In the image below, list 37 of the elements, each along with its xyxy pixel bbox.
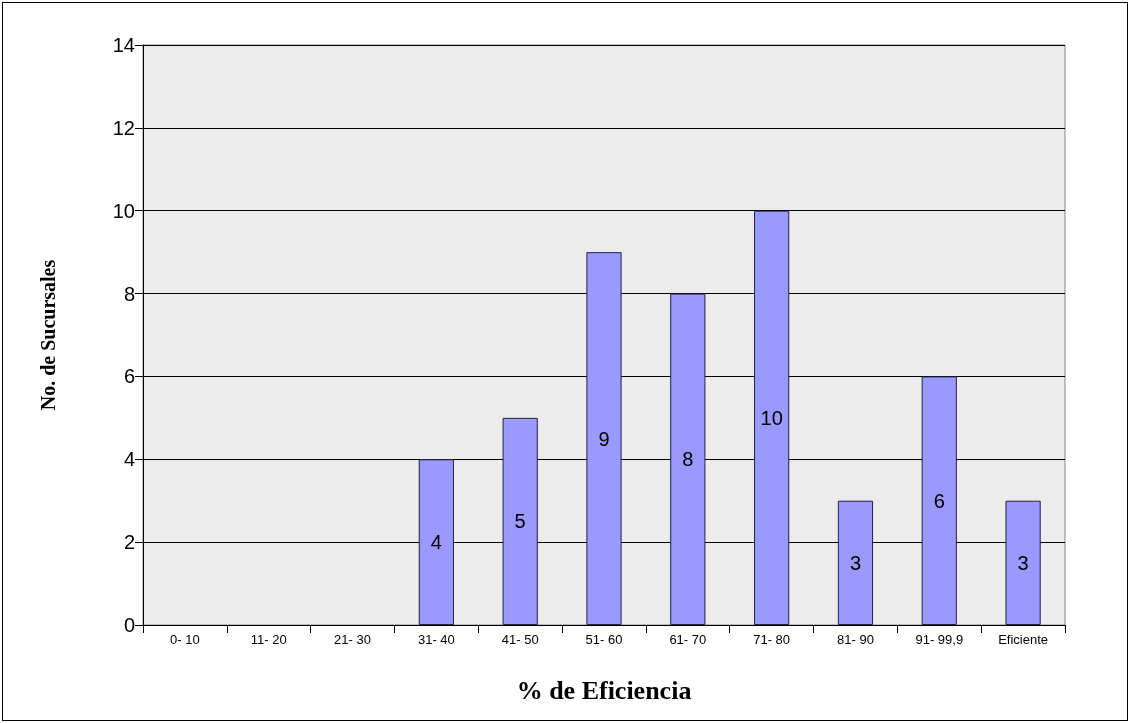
x-tick-label: Eficiente — [998, 632, 1049, 647]
data-label: 5 — [514, 510, 526, 533]
x-tick-label: 81- 90 — [837, 632, 874, 647]
bar — [502, 417, 538, 625]
bar — [837, 500, 874, 625]
bar — [754, 210, 790, 625]
data-label: 3 — [849, 551, 862, 574]
y-tick-label: 6 — [123, 365, 135, 388]
bar — [586, 252, 622, 625]
y-tick-label: 0 — [123, 614, 135, 636]
data-label: 6 — [933, 489, 945, 512]
y-tick-label: 14 — [112, 34, 135, 56]
y-tick-label: 8 — [123, 282, 135, 305]
y-tick-label: 2 — [123, 531, 135, 554]
x-tick-label: 61- 70 — [669, 632, 707, 647]
x-tick-label: 0- 10 — [170, 632, 200, 647]
y-tick-label: 12 — [112, 116, 135, 139]
bar — [1005, 500, 1041, 625]
y-axis-title: No. de Sucursales — [37, 259, 59, 411]
data-label: 10 — [760, 406, 783, 429]
x-axis-title: % de Eficiencia — [516, 675, 692, 705]
bar — [921, 376, 957, 625]
x-tick-label: 21- 30 — [334, 632, 371, 647]
bar — [670, 293, 706, 625]
data-label: 3 — [1017, 551, 1029, 574]
data-label: 4 — [430, 531, 442, 554]
x-tick-label: 31- 40 — [417, 632, 455, 647]
x-tick-label: 71- 80 — [753, 632, 791, 647]
y-tick-label: 10 — [112, 199, 135, 222]
x-tick-label: 51- 60 — [585, 632, 623, 647]
x-tick-label: 91- 99,9 — [915, 632, 964, 647]
y-tick-label: 4 — [123, 448, 135, 471]
bar — [418, 459, 454, 625]
data-label: 8 — [682, 448, 694, 471]
x-tick-label: 41- 50 — [501, 632, 539, 647]
data-label: 9 — [598, 427, 610, 450]
x-tick-label: 11- 20 — [250, 632, 287, 647]
